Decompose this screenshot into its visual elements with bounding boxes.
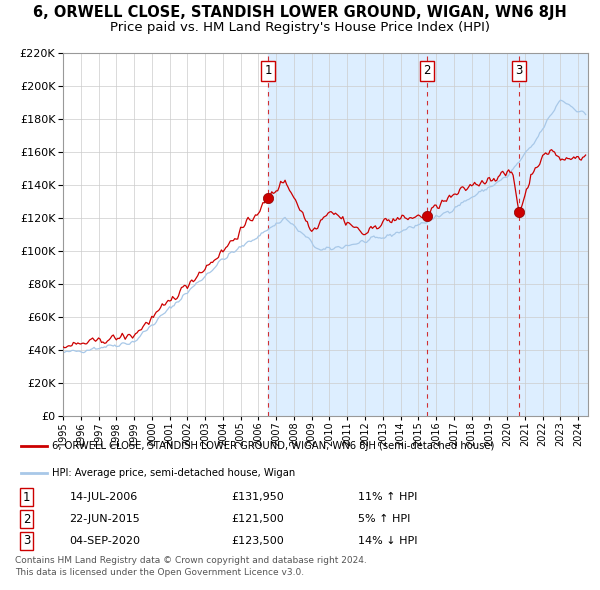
Point (514, 208, 524, 217)
Point (422, 211, 431, 220)
Text: 2: 2 (423, 64, 430, 77)
Text: This data is licensed under the Open Government Licence v3.0.: This data is licensed under the Open Gov… (15, 568, 304, 576)
Text: 04-SEP-2020: 04-SEP-2020 (70, 536, 140, 546)
Text: 1: 1 (264, 64, 272, 77)
Text: 2: 2 (23, 513, 30, 526)
Point (263, 194, 273, 203)
Bar (268, 53, 589, 416)
Text: 22-JUN-2015: 22-JUN-2015 (70, 514, 140, 524)
Text: £121,500: £121,500 (231, 514, 284, 524)
Text: 3: 3 (23, 535, 30, 548)
Text: 14-JUL-2006: 14-JUL-2006 (70, 493, 138, 502)
Text: Contains HM Land Registry data © Crown copyright and database right 2024.: Contains HM Land Registry data © Crown c… (15, 556, 367, 565)
Text: HPI: Average price, semi-detached house, Wigan: HPI: Average price, semi-detached house,… (52, 468, 296, 478)
Text: 6, ORWELL CLOSE, STANDISH LOWER GROUND, WIGAN, WN6 8JH: 6, ORWELL CLOSE, STANDISH LOWER GROUND, … (33, 5, 567, 19)
Text: 11% ↑ HPI: 11% ↑ HPI (358, 493, 417, 502)
Text: Price paid vs. HM Land Registry's House Price Index (HPI): Price paid vs. HM Land Registry's House … (110, 21, 490, 34)
Text: £131,950: £131,950 (231, 493, 284, 502)
Text: 6, ORWELL CLOSE, STANDISH LOWER GROUND, WIGAN, WN6 8JH (semi-detached house): 6, ORWELL CLOSE, STANDISH LOWER GROUND, … (52, 441, 494, 451)
Text: 1: 1 (23, 491, 30, 504)
Text: £123,500: £123,500 (231, 536, 284, 546)
Text: 14% ↓ HPI: 14% ↓ HPI (358, 536, 417, 546)
Text: 5% ↑ HPI: 5% ↑ HPI (358, 514, 410, 524)
Text: 3: 3 (515, 64, 523, 77)
